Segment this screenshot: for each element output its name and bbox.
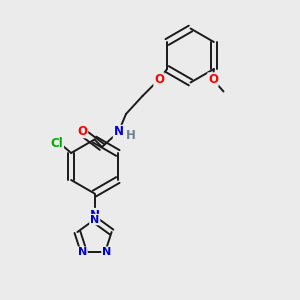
Text: N: N [90,214,99,225]
Text: N: N [102,247,111,257]
Text: O: O [77,124,88,138]
Text: H: H [126,129,136,142]
Text: N: N [78,247,87,257]
Text: O: O [154,73,164,86]
Text: Cl: Cl [51,137,63,150]
Text: N: N [89,208,100,222]
Text: N: N [113,125,124,139]
Text: O: O [208,73,218,86]
